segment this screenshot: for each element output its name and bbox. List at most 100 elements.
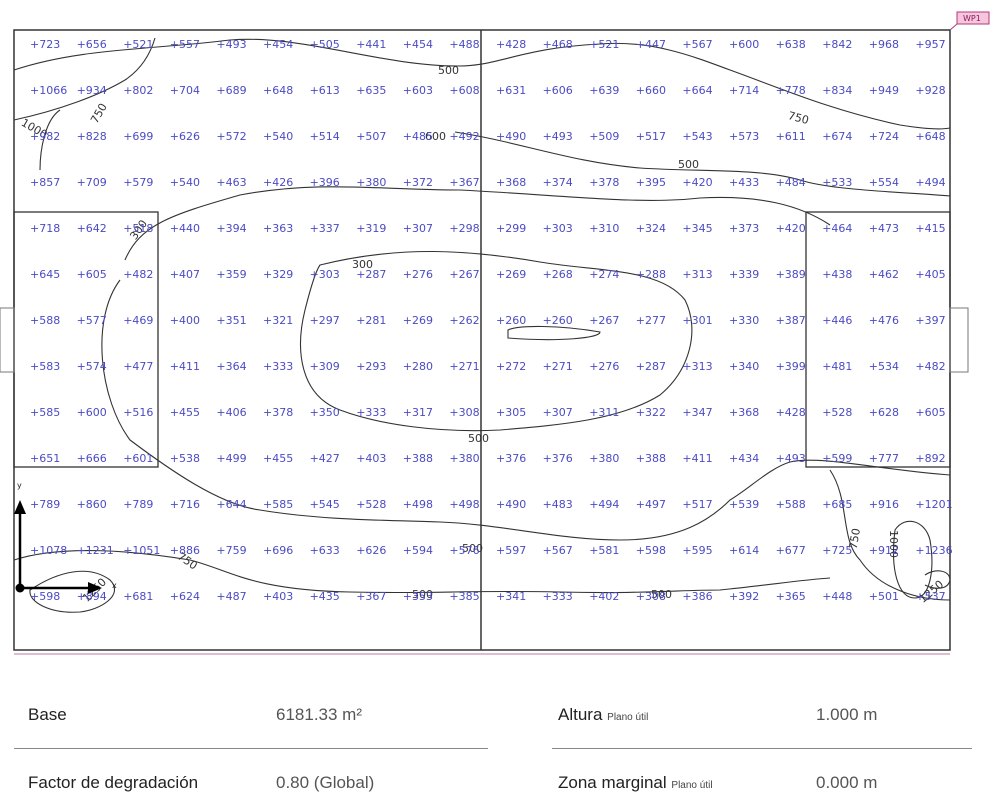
grid-value: +842	[822, 38, 852, 51]
grid-value: +595	[682, 544, 712, 557]
grid-value: +894	[77, 590, 107, 603]
right-penalty-area	[805, 211, 951, 468]
summary-row-1: Base 6181.33 m² Altura Plano útil 1.000 …	[0, 690, 994, 740]
grid-value: +483	[543, 498, 573, 511]
grid-value: +493	[543, 130, 573, 143]
grid-value: +605	[915, 406, 945, 419]
grid-value: +585	[263, 498, 293, 511]
grid-value: +376	[496, 452, 526, 465]
grid-value: +540	[170, 176, 200, 189]
grid-value: +367	[449, 176, 479, 189]
grid-value: +455	[170, 406, 200, 419]
zona-label: Zona marginal Plano útil	[558, 758, 713, 808]
grid-value: +339	[729, 268, 759, 281]
grid-value: +394	[216, 222, 246, 235]
grid-value: +567	[682, 38, 712, 51]
grid-value: +545	[310, 498, 340, 511]
altura-value: 1.000 m	[816, 705, 878, 724]
grid-value: +725	[822, 544, 852, 557]
grid-value: +428	[776, 406, 806, 419]
altura-sub: Plano útil	[607, 712, 649, 723]
grid-value: +396	[310, 176, 340, 189]
grid-value: +276	[589, 360, 619, 373]
grid-value: +626	[170, 130, 200, 143]
grid-value: +262	[449, 314, 479, 327]
grid-value: +789	[123, 498, 153, 511]
grid-value: +599	[822, 452, 852, 465]
axis-x-label: x	[112, 581, 117, 590]
grid-value: +455	[263, 452, 293, 465]
grid-value: +834	[822, 84, 852, 97]
grid-value: +441	[356, 38, 386, 51]
grid-value: +588	[30, 314, 60, 327]
grid-value: +438	[822, 268, 852, 281]
grid-value: +633	[310, 544, 340, 557]
grid-value: +454	[403, 38, 433, 51]
grid-value: +639	[589, 84, 619, 97]
isoline-label: 750	[88, 101, 110, 126]
grid-value: +514	[310, 130, 340, 143]
grid-value: +916	[869, 498, 899, 511]
grid-value: +518	[123, 222, 153, 235]
grid-value: +594	[403, 544, 433, 557]
grid-value: +982	[30, 130, 60, 143]
grid-value: +516	[123, 406, 153, 419]
grid-value: +521	[123, 38, 153, 51]
grid-value: +373	[729, 222, 759, 235]
grid-value: +329	[263, 268, 293, 281]
grid-value: +428	[496, 38, 526, 51]
grid-value: +380	[589, 452, 619, 465]
left-goal	[0, 307, 15, 373]
grid-value: +337	[310, 222, 340, 235]
illuminance-grid: +723 +656 +521 +557 +493 +454 +505 +441 +454 +488…	[30, 38, 953, 603]
grid-value: +406	[216, 406, 246, 419]
grid-value: +759	[216, 544, 246, 557]
grid-value: +645	[30, 268, 60, 281]
grid-value: +581	[589, 544, 619, 557]
isoline-label: 750	[787, 109, 811, 127]
grid-value: +949	[869, 84, 899, 97]
grid-value: +378	[263, 406, 293, 419]
isolines	[13, 37, 951, 613]
grid-value: +723	[30, 38, 60, 51]
grid-value: +403	[356, 452, 386, 465]
altura-label: Altura Plano útil	[558, 690, 648, 740]
grid-value: +573	[729, 130, 759, 143]
grid-value: +350	[310, 406, 340, 419]
grid-value: +704	[170, 84, 200, 97]
grid-value: +644	[216, 498, 246, 511]
grid-value: +614	[729, 544, 759, 557]
grid-value: +267	[449, 268, 479, 281]
grid-value: +477	[123, 360, 153, 373]
zona-sub: Plano útil	[671, 780, 713, 791]
grid-value: +718	[30, 222, 60, 235]
divider	[14, 748, 488, 749]
grid-value: +274	[589, 268, 619, 281]
grid-value: +482	[915, 360, 945, 373]
grid-value: +364	[216, 360, 246, 373]
grid-value: +388	[636, 452, 666, 465]
grid-value: +484	[776, 176, 806, 189]
grid-value: +287	[356, 268, 386, 281]
grid-value: +485	[403, 130, 433, 143]
grid-value: +716	[170, 498, 200, 511]
isoline-label: 500	[438, 64, 459, 77]
grid-value: +435	[310, 590, 340, 603]
grid-value: +330	[729, 314, 759, 327]
grid-value: +281	[356, 314, 386, 327]
grid-value: +574	[77, 360, 107, 373]
grid-value: +272	[496, 360, 526, 373]
grid-value: +297	[310, 314, 340, 327]
grid-value: +333	[356, 406, 386, 419]
grid-value: +802	[123, 84, 153, 97]
isoline-labels: 500 750 1000 600 500 750 300 300 500 500…	[19, 64, 946, 606]
grid-value: +301	[682, 314, 712, 327]
grid-value: +651	[30, 452, 60, 465]
summary-row-2: Factor de degradación 0.80 (Global) Zona…	[0, 758, 994, 808]
grid-value: +1051	[123, 544, 160, 557]
grid-value: +635	[356, 84, 386, 97]
grid-value: +624	[170, 590, 200, 603]
grid-value: +507	[356, 130, 386, 143]
grid-value: +407	[170, 268, 200, 281]
grid-value: +351	[216, 314, 246, 327]
